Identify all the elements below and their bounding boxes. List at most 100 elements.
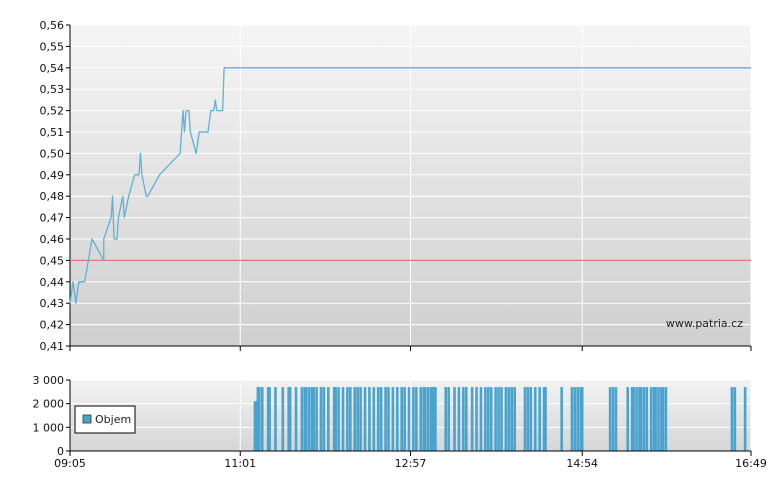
volume-bar (294, 387, 298, 451)
volume-bar (444, 387, 448, 451)
volume-bar (638, 387, 641, 451)
price-series-line (69, 67, 751, 304)
volume-bar (529, 387, 533, 451)
x-tick-label: 09:05 (54, 457, 86, 470)
volume-y-tick-label: 3 000 (33, 374, 65, 387)
price-y-axis: 0,41 0,42 0,43 0,44 0,45 0,46 0,47 0,48 0,49 0,50… (40, 19, 71, 353)
volume-bar (349, 387, 352, 451)
volume-bar (497, 387, 500, 451)
volume-bar (403, 387, 406, 451)
volume-y-tick-label: 0 (57, 445, 64, 458)
volume-bar (372, 387, 376, 451)
volume-bar (322, 387, 326, 451)
price-y-tick-label: 0,47 (40, 212, 65, 225)
x-tick-label: 12:57 (395, 457, 427, 470)
volume-bar (730, 387, 734, 451)
volume-bar (464, 387, 468, 451)
volume-bar (260, 387, 264, 451)
volume-bar (407, 387, 411, 451)
volume-bar (281, 387, 285, 451)
x-tick-label: 16:49 (735, 457, 767, 470)
volume-bar (419, 387, 423, 451)
volume-bar (332, 387, 336, 451)
volume-bar (489, 387, 493, 451)
volume-bar (614, 387, 618, 451)
volume-bar (500, 387, 503, 451)
volume-bar (422, 387, 426, 451)
volume-bar (337, 387, 340, 451)
volume-bar (310, 387, 314, 451)
volume-bar (611, 387, 615, 451)
volume-bar (743, 387, 747, 451)
volume-bar (319, 387, 323, 451)
volume-bar (315, 387, 318, 451)
volume-bar (538, 387, 541, 451)
volume-bar (526, 387, 530, 451)
volume-bar (649, 387, 653, 451)
price-y-tick-label: 0,41 (40, 340, 65, 353)
volume-bar (368, 387, 371, 451)
volume-bar (359, 387, 362, 451)
volume-bar (266, 387, 270, 451)
volume-bars (253, 387, 747, 451)
volume-bar (312, 387, 315, 451)
volume-bar (268, 387, 271, 451)
volume-bar (255, 401, 258, 451)
volume-bar (429, 387, 433, 451)
volume-bar (431, 387, 434, 451)
volume-bar (327, 387, 330, 451)
price-y-tick-label: 0,54 (40, 62, 65, 75)
volume-bar (457, 387, 461, 451)
price-y-tick-label: 0,45 (40, 254, 65, 267)
volume-bar (353, 387, 357, 451)
volume-y-axis: 0 1 000 2 000 3 000 (33, 374, 71, 458)
volume-bar (660, 387, 663, 451)
volume-bar (376, 387, 380, 451)
volume-bar (510, 387, 514, 451)
volume-bar (570, 387, 574, 451)
volume-bar (639, 387, 643, 451)
price-y-tick-label: 0,46 (40, 233, 65, 246)
volume-bar (533, 387, 537, 451)
volume-bar (274, 387, 277, 451)
volume-bar (256, 387, 260, 451)
volume-bar (253, 401, 257, 451)
volume-bar (453, 387, 456, 451)
volume-bar (733, 387, 737, 451)
volume-bar (356, 387, 359, 451)
x-axis: 09:05 11:01 12:57 14:54 16:49 (54, 345, 767, 470)
volume-bar (432, 387, 436, 451)
volume-bar (346, 387, 349, 451)
volume-bar (652, 387, 656, 451)
volume-bar (657, 387, 660, 451)
volume-bar (300, 387, 304, 451)
x-tick-label: 14:54 (566, 457, 598, 470)
watermark: www.patria.cz (666, 317, 743, 330)
price-y-tick-label: 0,56 (40, 19, 65, 32)
volume-bar (479, 387, 483, 451)
volume-bar (423, 387, 427, 451)
price-y-tick-label: 0,48 (40, 190, 65, 203)
price-y-tick-label: 0,43 (40, 297, 65, 310)
volume-bar (288, 387, 292, 451)
volume-bar (661, 387, 665, 451)
volume-y-tick-label: 1 000 (33, 421, 65, 434)
volume-bar (626, 387, 630, 451)
volume-bar (334, 387, 337, 451)
price-y-tick-label: 0,53 (40, 83, 65, 96)
volume-bar (507, 387, 511, 451)
volume-bar (513, 387, 516, 451)
volume-bar (395, 387, 399, 451)
volume-bar (484, 387, 487, 451)
volume-bar (391, 387, 395, 451)
volume-bar (426, 387, 430, 451)
volume-bar (258, 387, 261, 451)
volume-bar (542, 387, 546, 451)
price-y-tick-label: 0,50 (40, 147, 65, 160)
volume-bar (384, 387, 387, 451)
volume-bar (632, 387, 635, 451)
volume-bar (434, 387, 437, 451)
volume-bar (363, 387, 367, 451)
